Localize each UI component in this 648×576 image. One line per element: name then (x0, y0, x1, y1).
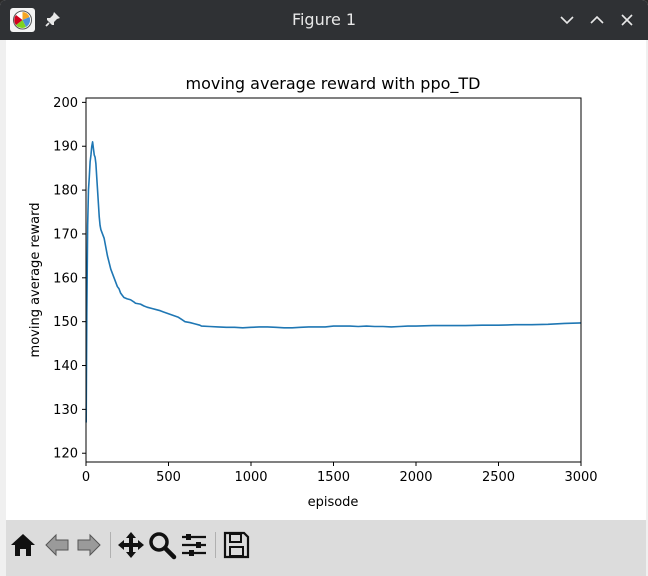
y-tick-label: 150 (53, 315, 78, 330)
x-tick-label: 3000 (564, 470, 597, 485)
plot-area (86, 98, 581, 462)
x-tick-label: 1500 (317, 470, 350, 485)
x-tick-label: 2500 (482, 470, 515, 485)
y-tick-label: 120 (53, 447, 78, 462)
zoom-icon[interactable] (147, 530, 177, 560)
pin-icon[interactable] (44, 10, 62, 28)
axis-ticks: 0 500 1000 1500 2000 2500 3000 120 130 140 150 160 1… (53, 96, 597, 485)
figure-canvas[interactable]: moving average reward with ppo_TD episod… (6, 40, 646, 520)
line-chart: moving average reward with ppo_TD episod… (28, 74, 598, 510)
window-title: Figure 1 (291, 10, 357, 29)
navigation-toolbar (6, 520, 646, 576)
axes-frame (85, 97, 582, 463)
x-tick-label: 0 (82, 470, 90, 485)
y-tick-label: 190 (53, 140, 78, 155)
x-tick-label: 2000 (399, 470, 432, 485)
chart-title: moving average reward with ppo_TD (186, 74, 481, 94)
series-line (85, 141, 582, 423)
x-tick-label: 1000 (234, 470, 267, 485)
home-icon[interactable] (8, 530, 38, 560)
y-tick-label: 180 (53, 184, 78, 199)
sliders-icon[interactable] (179, 530, 209, 560)
x-tick-label: 500 (156, 470, 181, 485)
y-tick-label: 160 (53, 271, 78, 286)
minimize-icon[interactable] (557, 10, 577, 30)
title-bar[interactable]: Figure 1 (0, 0, 648, 40)
y-tick-label: 140 (53, 359, 78, 374)
y-tick-label: 170 (53, 227, 78, 242)
toolbar-separator (215, 532, 216, 558)
toolbar-separator (110, 532, 111, 558)
close-icon[interactable] (617, 10, 637, 30)
arrow-left-icon[interactable] (42, 530, 72, 560)
save-icon[interactable] (221, 530, 251, 560)
y-tick-label: 200 (53, 96, 78, 111)
arrow-right-icon[interactable] (74, 530, 104, 560)
matplotlib-figure-icon[interactable] (10, 8, 35, 32)
x-axis-label: episode (308, 495, 359, 510)
maximize-icon[interactable] (587, 10, 607, 30)
move-icon[interactable] (116, 530, 146, 560)
y-axis-label: moving average reward (28, 203, 43, 358)
y-tick-label: 130 (53, 403, 78, 418)
